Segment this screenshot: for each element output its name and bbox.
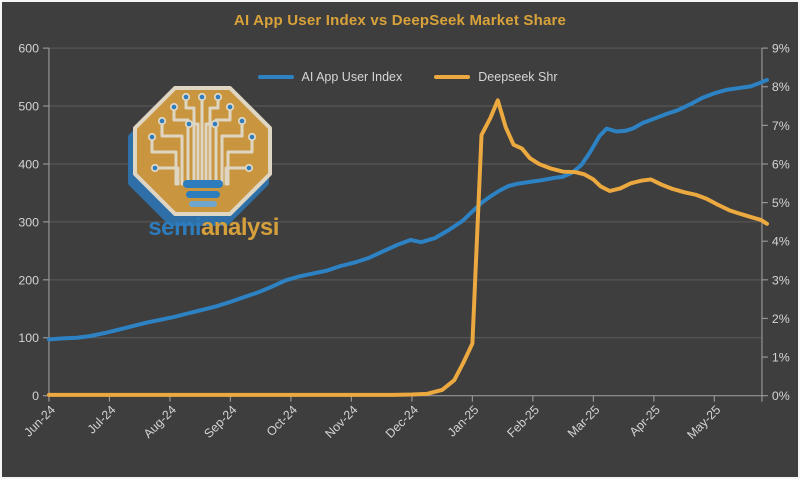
y-axis-right-label: 1% (772, 351, 790, 365)
deepseek-shr-line (46, 98, 769, 397)
y-axis-left-label: 100 (18, 331, 39, 345)
logo-text-semi: semi (148, 214, 201, 241)
ai-app-user-index-line (46, 77, 769, 342)
y-axis-right-label: 4% (772, 235, 790, 249)
x-axis-label: Dec-24 (383, 403, 421, 441)
legend-label-deepseek-shr: Deepseek Shr (478, 70, 558, 84)
y-axis-right-label: 2% (772, 312, 790, 326)
logo-circuit-tree-icon (150, 98, 254, 186)
y-axis-left-label: 300 (18, 215, 39, 229)
x-axis-label: Apr-25 (627, 403, 663, 439)
x-axis-label: Jul-24 (85, 403, 119, 437)
y-axis-left-label: 600 (18, 42, 39, 56)
logo-bulb-base-icon (183, 180, 223, 207)
semianalysis-logo: semi analysis (128, 86, 278, 241)
legend-item-ai-app-user-index: AI App User Index (257, 70, 403, 84)
y-axis-right-label: 5% (772, 196, 790, 210)
logo-text-analysis: analysis (201, 214, 278, 241)
x-axis-label: Jun-24 (21, 403, 58, 440)
y-axis-left-label: 500 (18, 100, 39, 114)
x-axis-label: May-25 (684, 403, 723, 442)
x-axis-label: Mar-25 (565, 403, 603, 441)
x-axis-label: Feb-25 (504, 403, 542, 441)
x-axis-label: Oct-24 (264, 403, 300, 439)
legend-item-deepseek-shr: Deepseek Shr (434, 70, 557, 84)
y-axis-left-label: 200 (18, 273, 39, 287)
y-axis-left-label: 400 (18, 157, 39, 171)
y-axis-right-label: 7% (772, 119, 790, 133)
legend-swatch-orange (434, 74, 471, 80)
logo-circuit-dots (147, 92, 257, 173)
x-axis-label: Nov-24 (322, 403, 360, 441)
y-axis-right-label: 3% (772, 273, 790, 287)
y-axis-right-label: 6% (772, 157, 790, 171)
x-axis-label: Jan-25 (445, 403, 482, 440)
legend: AI App User Index Deepseek Shr (48, 70, 767, 84)
legend-swatch-blue (257, 74, 294, 80)
legend-label-ai-app-user-index: AI App User Index (301, 70, 403, 84)
x-axis-label: Aug-24 (141, 403, 179, 441)
y-axis-left-label: 0 (32, 389, 39, 403)
y-axis-right-label: 0% (772, 389, 790, 403)
y-axis-right-label: 8% (772, 80, 790, 94)
chart-title: AI App User Index vs DeepSeek Market Sha… (233, 12, 567, 29)
x-axis-label: Sep-24 (201, 403, 239, 441)
y-axis-right-label: 9% (772, 42, 790, 56)
